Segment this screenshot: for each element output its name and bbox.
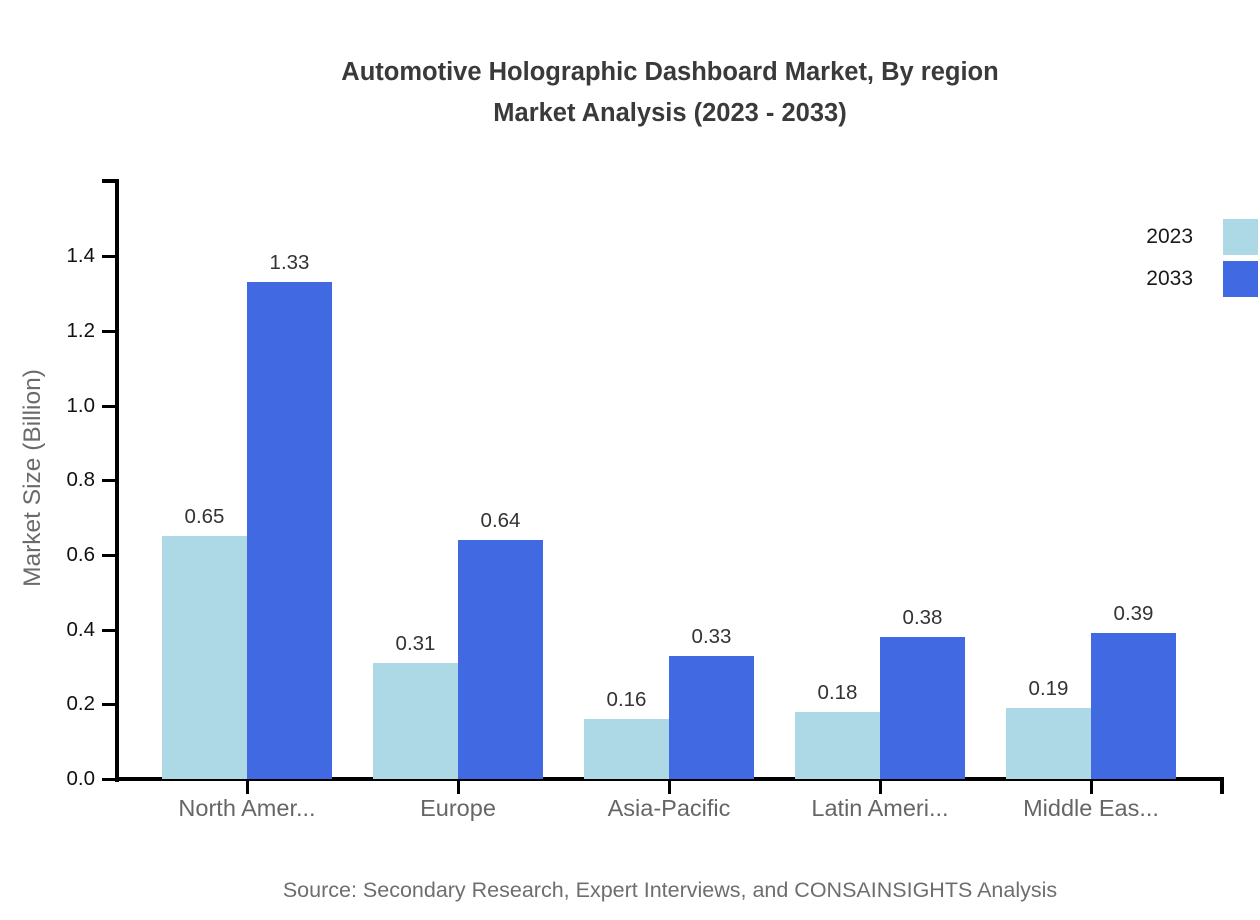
y-tick-label: 0.4 <box>66 618 96 641</box>
y-tick-label: 0.2 <box>66 692 96 715</box>
x-tick <box>1090 781 1093 794</box>
legend: 2023 2033 <box>1146 219 1258 297</box>
y-tick-label: 1.0 <box>66 394 96 417</box>
bar-value-label: 0.33 <box>691 625 732 648</box>
legend-item-2033: 2033 <box>1146 261 1258 297</box>
y-tick-label: 0.6 <box>66 543 96 566</box>
y-tick <box>102 479 115 482</box>
bar-2033-1 <box>458 540 543 779</box>
y-tick-label: 1.4 <box>66 244 96 267</box>
legend-swatch <box>1223 219 1258 255</box>
y-tick <box>102 703 115 706</box>
bar-2023-3 <box>795 712 880 779</box>
y-tick <box>102 330 115 333</box>
chart-title-line2: Market Analysis (2023 - 2033) <box>493 99 847 127</box>
bar-2023-1 <box>373 663 458 779</box>
bar-value-label: 1.33 <box>269 251 310 274</box>
x-axis-right-cap <box>1220 777 1224 794</box>
source-note: Source: Secondary Research, Expert Inter… <box>282 878 1058 902</box>
bar-value-label: 0.38 <box>902 606 943 629</box>
x-category-label: Europe <box>420 795 496 821</box>
bar-value-label: 0.64 <box>480 509 521 532</box>
y-axis-top-cap <box>102 179 115 183</box>
bar-2033-0 <box>247 282 332 779</box>
y-axis-spine <box>115 179 119 782</box>
y-tick <box>102 554 115 557</box>
x-tick <box>457 781 460 794</box>
x-tick <box>879 781 882 794</box>
x-category-label: North Amer... <box>178 795 316 821</box>
chart-title: Automotive Holographic Dashboard Market,… <box>80 52 1260 134</box>
y-tick <box>102 778 115 781</box>
legend-item-2023: 2023 <box>1146 219 1258 255</box>
bar-value-label: 0.39 <box>1113 602 1154 625</box>
x-category-label: Middle Eas... <box>1023 795 1159 821</box>
x-tick <box>246 781 249 794</box>
bar-value-label: 0.19 <box>1028 677 1069 700</box>
bar-2033-4 <box>1091 633 1176 779</box>
bar-value-label: 0.18 <box>817 681 858 704</box>
bar-2033-3 <box>880 637 965 779</box>
bar-2023-2 <box>584 719 669 779</box>
x-category-label: Asia-Pacific <box>607 795 731 821</box>
bar-2023-0 <box>162 536 247 779</box>
bar-value-label: 0.31 <box>395 632 436 655</box>
y-tick-label: 0.8 <box>66 468 96 491</box>
chart-title-line1: Automotive Holographic Dashboard Market,… <box>341 58 999 86</box>
legend-label: 2033 <box>1146 267 1193 290</box>
y-tick <box>102 629 115 632</box>
bar-value-label: 0.65 <box>184 505 225 528</box>
legend-label: 2023 <box>1146 225 1193 248</box>
x-axis-spine <box>115 777 1224 781</box>
y-tick-label: 0.0 <box>66 767 96 790</box>
y-tick <box>102 255 115 258</box>
x-tick <box>668 781 671 794</box>
bar-2033-2 <box>669 656 754 779</box>
x-category-label: Latin Ameri... <box>811 795 949 821</box>
y-tick <box>102 405 115 408</box>
y-tick-label: 1.2 <box>66 319 96 342</box>
bar-2023-4 <box>1006 708 1091 779</box>
legend-swatch <box>1223 261 1258 297</box>
bar-value-label: 0.16 <box>606 688 647 711</box>
